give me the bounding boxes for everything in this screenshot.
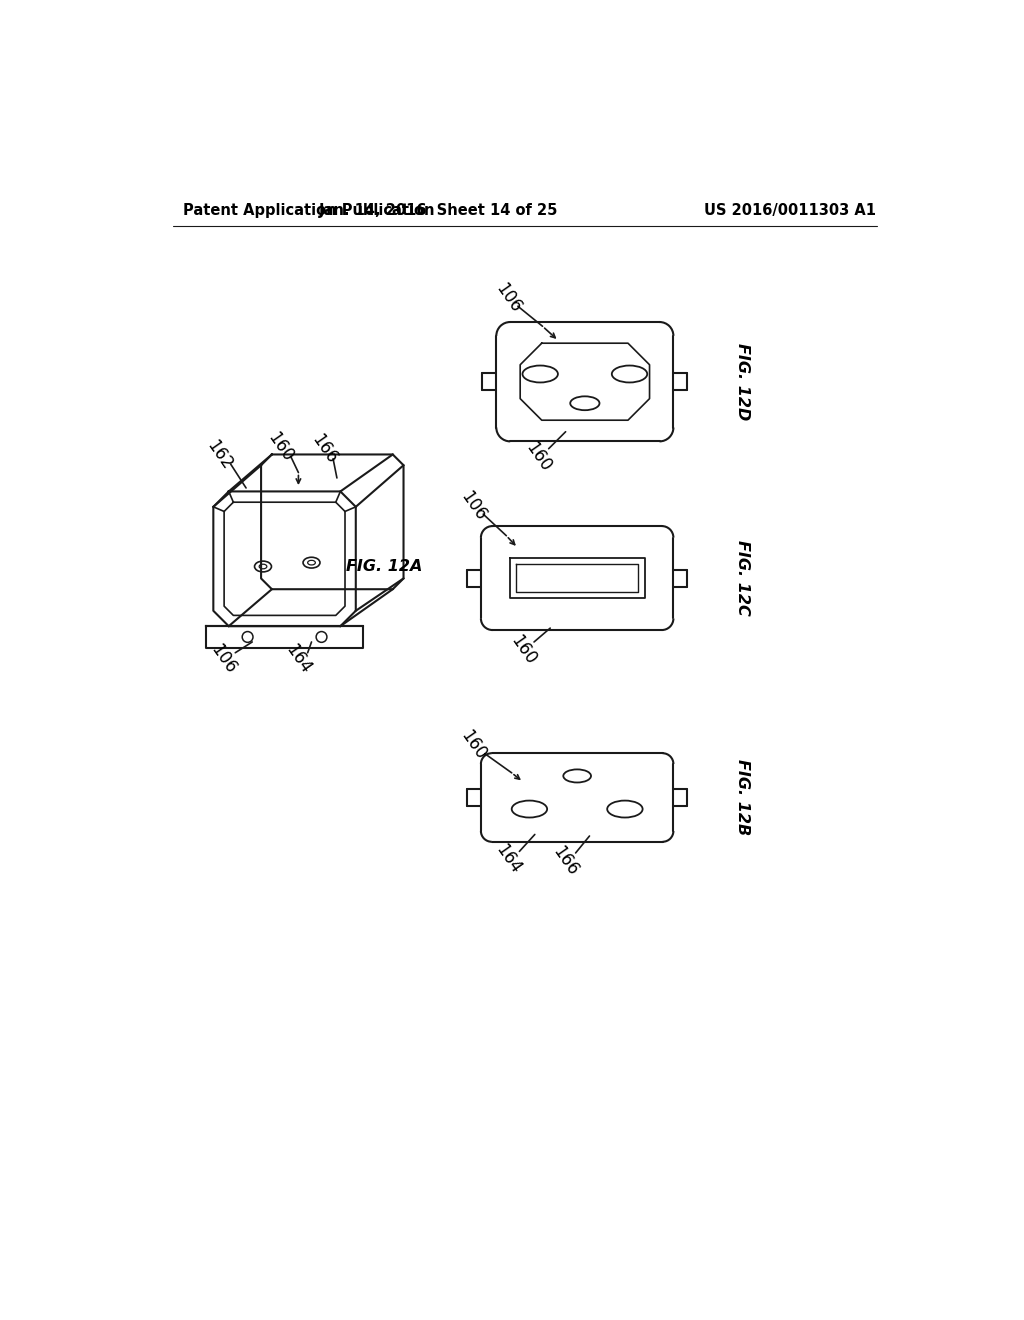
Text: FIG. 12B: FIG. 12B — [735, 759, 751, 836]
Text: 160: 160 — [264, 429, 297, 465]
Text: 160: 160 — [507, 631, 540, 668]
Text: 106: 106 — [492, 280, 524, 317]
Text: Jan. 14, 2016  Sheet 14 of 25: Jan. 14, 2016 Sheet 14 of 25 — [318, 203, 558, 218]
Text: FIG. 12D: FIG. 12D — [735, 343, 751, 420]
Text: FIG. 12A: FIG. 12A — [346, 558, 423, 574]
Text: 106: 106 — [207, 640, 240, 677]
Text: 164: 164 — [492, 841, 524, 878]
Text: 160: 160 — [457, 727, 489, 763]
Text: 106: 106 — [457, 488, 489, 524]
Text: US 2016/0011303 A1: US 2016/0011303 A1 — [705, 203, 877, 218]
Text: 166: 166 — [549, 842, 582, 879]
Text: 162: 162 — [203, 437, 236, 473]
Text: 164: 164 — [282, 640, 314, 677]
Text: FIG. 12C: FIG. 12C — [735, 540, 751, 616]
Text: Patent Application Publication: Patent Application Publication — [183, 203, 434, 218]
Text: 160: 160 — [522, 440, 555, 475]
Text: 166: 166 — [308, 432, 341, 467]
